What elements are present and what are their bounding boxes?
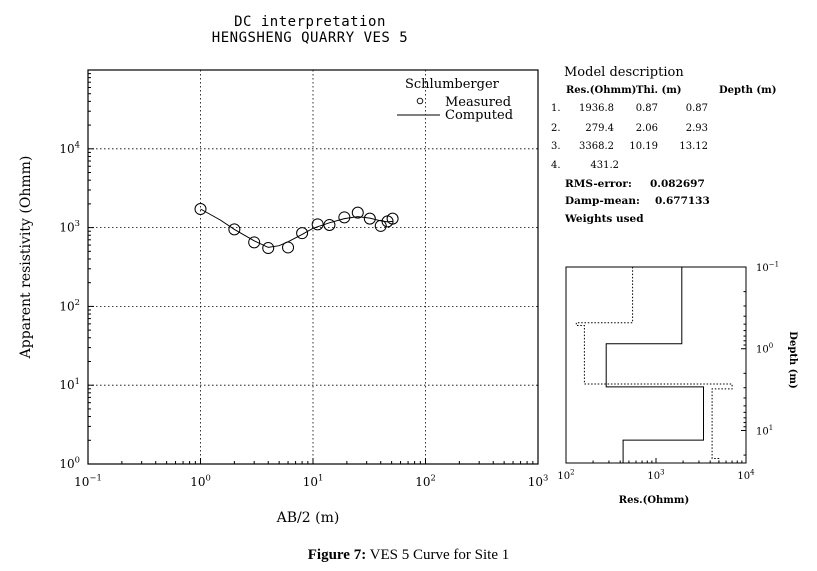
equivalence-profile-dotted (575, 267, 733, 463)
measured-point (386, 212, 399, 225)
measured-point (282, 241, 295, 254)
chart-subtitle: HENGSHENG QUARRY VES 5 (211, 30, 409, 46)
layer-depth: 0.87 (685, 103, 708, 114)
measured-point (374, 219, 387, 232)
legend-measured-label: Measured (445, 95, 511, 110)
layer-thickness: 2.06 (635, 123, 658, 134)
layer-y-axis-label: Depth (m) (787, 331, 798, 388)
layer-depth: 2.93 (685, 123, 708, 134)
x-axis-label: AB/2 (m) (276, 510, 340, 526)
model-header-thi: Thi. (m) (636, 85, 682, 96)
x-tick-label: 101 (303, 473, 324, 489)
x-tick-label: 10−1 (74, 473, 102, 489)
measured-point (262, 242, 275, 255)
legend-measured-symbol (416, 97, 424, 105)
measured-point (338, 211, 351, 224)
measured-point (363, 212, 376, 225)
layer-resistivity: 1936.8 (579, 103, 614, 114)
measured-point (311, 218, 324, 231)
layer-x-axis-label: Res.(Ohmm) (619, 495, 689, 506)
y-tick-label: 103 (59, 218, 80, 234)
measured-point (323, 218, 336, 231)
layer-model-profile (605, 267, 704, 463)
layer-plot-frame (565, 266, 747, 464)
figure-caption-text: VES 5 Curve for Site 1 (366, 547, 510, 563)
layer-resistivity: 279.4 (585, 123, 614, 134)
model-header-depth: Depth (m) (719, 85, 777, 96)
legend-computed-label: Computed (445, 108, 513, 123)
measured-point (194, 203, 207, 216)
layer-x-tick-label: 104 (737, 469, 755, 483)
measured-point (296, 227, 309, 240)
layer-x-tick-label: 102 (557, 469, 574, 483)
layer-resistivity: 3368.2 (579, 141, 614, 152)
y-axis-label: Apparent resistivity (Ohmm) (18, 156, 34, 360)
figure-caption: Figure 7: VES 5 Curve for Site 1 (0, 547, 817, 564)
y-tick-label: 100 (59, 455, 80, 471)
measured-point (351, 206, 364, 219)
layer-x-tick-label: 103 (647, 469, 664, 483)
model-header-res: Res.(Ohmm) (566, 85, 637, 96)
layer-resistivity: 431.2 (590, 160, 619, 171)
x-tick-label: 102 (415, 473, 436, 489)
y-tick-label: 102 (59, 297, 80, 313)
layer-thickness: 10.19 (629, 141, 658, 152)
layer-thickness: 0.87 (635, 103, 658, 114)
layer-number: 3. (551, 141, 561, 152)
measured-point (248, 236, 261, 249)
rms-error-label: RMS-error: (565, 178, 632, 190)
layer-number: 4. (551, 160, 561, 171)
y-tick-label: 104 (59, 139, 80, 155)
layer-depth: 13.12 (679, 141, 708, 152)
x-tick-label: 103 (528, 473, 549, 489)
legend-title: Schlumberger (405, 77, 500, 92)
layer-y-tick-label: 10−1 (756, 261, 779, 275)
rms-error-value: 0.082697 (650, 178, 705, 190)
chart-title: DC interpretation (234, 14, 386, 30)
weights-used-label: Weights used (565, 213, 644, 225)
measured-point (228, 223, 241, 236)
layer-number: 1. (551, 103, 561, 114)
layer-model-chart: 102 103 104 10−1 100 101 Res.(Ohmm) Depth (m) (557, 261, 798, 507)
layer-y-tick-label: 100 (756, 342, 773, 356)
figure-caption-label: Figure 7: (307, 547, 367, 563)
layer-number: 2. (551, 123, 561, 134)
damp-mean-value: 0.677133 (655, 195, 710, 207)
damp-mean-label: Damp-mean: (565, 195, 640, 207)
x-tick-label: 100 (190, 473, 211, 489)
main-resistivity-chart: 10−1 100 101 102 103 100 101 102 103 104 AB/2 (m) A… (18, 69, 549, 526)
model-description-title: Model description (564, 65, 684, 80)
y-tick-label: 101 (59, 376, 80, 392)
layer-y-tick-label: 101 (756, 424, 773, 438)
